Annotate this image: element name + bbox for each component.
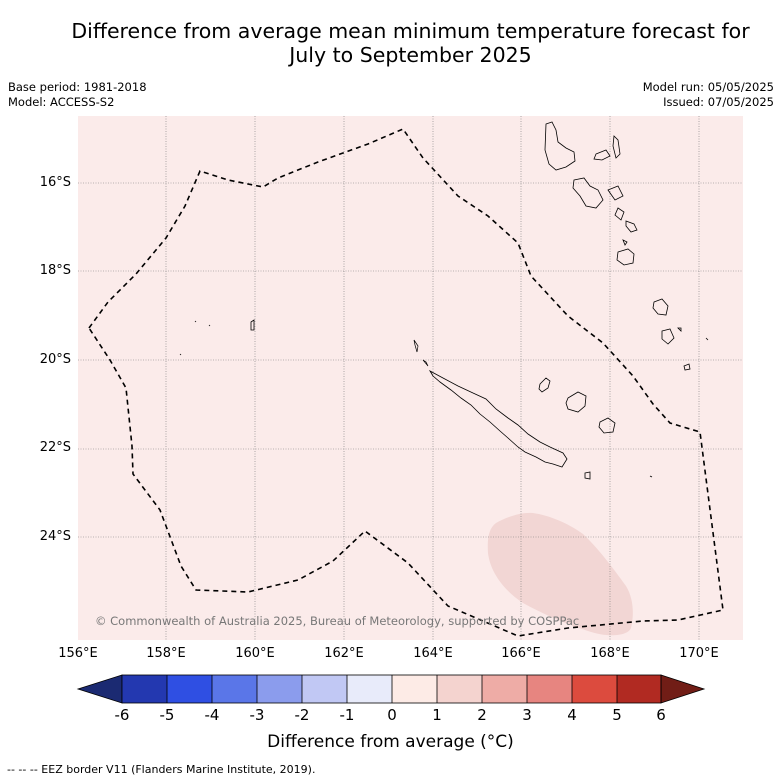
colorbar-tick: -6 <box>114 706 130 724</box>
colorbar-swatch <box>437 675 482 703</box>
lon-label: 170°E <box>679 646 719 661</box>
colorbar-swatch <box>527 675 572 703</box>
new-caledonia-island <box>428 369 568 468</box>
copyright-notice: © Commonwealth of Australia 2025, Bureau… <box>95 614 580 628</box>
reef-islet <box>194 320 197 323</box>
colorbar-swatch <box>660 674 706 704</box>
issued-date: Issued: 07/05/2025 <box>663 95 774 109</box>
colorbar-swatch <box>257 675 302 703</box>
colorbar-tick: 2 <box>477 706 487 724</box>
small-islet <box>683 363 691 371</box>
small-islet <box>422 359 429 367</box>
lon-label: 160°E <box>235 646 275 661</box>
colorbar-outline <box>121 674 662 704</box>
eez-border <box>88 128 724 637</box>
lat-label: 22°S <box>39 440 71 455</box>
model-run: Model run: 05/05/2025 <box>642 80 774 94</box>
espiritu-santo-island <box>544 121 576 171</box>
lat-label: 20°S <box>39 352 71 367</box>
reef-islet <box>649 475 653 478</box>
colorbar-tick: 4 <box>567 706 577 724</box>
colorbar-swatch <box>76 674 123 704</box>
mare-island <box>598 417 616 434</box>
colorbar-swatch <box>302 675 347 703</box>
colorbar-tick: -5 <box>159 706 175 724</box>
walpole-island <box>584 471 591 480</box>
lon-label: 164°E <box>413 646 453 661</box>
tanna-island <box>661 328 675 345</box>
colorbar-tick: 1 <box>432 706 442 724</box>
colorbar-swatch <box>572 675 617 703</box>
colorbar-swatch <box>212 675 257 703</box>
colorbar-swatch <box>167 675 212 703</box>
colorbar-tick: 3 <box>522 706 532 724</box>
lon-label: 166°E <box>501 646 541 661</box>
colorbar-dividers <box>166 675 618 703</box>
epi-island <box>614 207 625 221</box>
ouvea-island <box>538 377 551 393</box>
colorbar-tick: -1 <box>339 706 355 724</box>
pentecost-island <box>612 135 621 159</box>
map-canvas <box>78 116 743 640</box>
lat-label: 18°S <box>39 263 71 278</box>
maewo-island <box>593 149 611 161</box>
shepherd-islands <box>625 220 638 233</box>
colorbar-swatch <box>122 675 167 703</box>
lat-label: 24°S <box>39 529 71 544</box>
colorbar-label: Difference from average (°C) <box>267 732 514 752</box>
lon-label: 162°E <box>324 646 364 661</box>
colorbar-swatch <box>347 675 392 703</box>
lat-label: 16°S <box>39 175 71 190</box>
base-period: Base period: 1981-2018 <box>8 80 147 94</box>
lifou-island <box>565 391 587 413</box>
eez-footnote: -- -- -- EEZ border V11 (Flanders Marine… <box>7 763 316 776</box>
lon-label: 158°E <box>146 646 186 661</box>
reef-islet <box>208 324 211 327</box>
colorbar-tick: 6 <box>656 706 666 724</box>
small-islet <box>622 239 628 246</box>
colorbar-tick: -2 <box>294 706 310 724</box>
reef-islet <box>179 353 182 356</box>
colorbar-tick: 5 <box>612 706 622 724</box>
belep-islets <box>413 339 419 353</box>
efate-island <box>616 248 635 266</box>
malekula-island <box>572 177 604 209</box>
colorbar-tick: -3 <box>249 706 265 724</box>
meta-right: Model run: 05/05/2025 Issued: 07/05/2025 <box>643 80 774 110</box>
graticule <box>78 116 743 640</box>
meta-left: Base period: 1981-2018 Model: ACCESS-S2 <box>8 80 147 110</box>
anomaly-region <box>487 512 633 636</box>
lon-label: 168°E <box>590 646 630 661</box>
map-title: Difference from average mean minimum tem… <box>0 19 781 67</box>
colorbar-tick: 0 <box>387 706 397 724</box>
small-islet <box>677 327 682 332</box>
title-line-1: Difference from average mean minimum tem… <box>71 19 750 43</box>
lon-label: 156°E <box>58 646 98 661</box>
small-islet <box>705 337 709 341</box>
model-name: Model: ACCESS-S2 <box>8 95 115 109</box>
colorbar-swatch <box>617 675 661 703</box>
erromango-island <box>652 298 669 316</box>
colorbar-swatch <box>392 675 437 703</box>
colorbar-swatch <box>482 675 527 703</box>
title-line-2: July to September 2025 <box>289 43 532 67</box>
reef-islet <box>250 319 255 331</box>
ambrym-island <box>607 185 624 201</box>
map-panel <box>78 116 743 640</box>
colorbar-tick: -4 <box>204 706 220 724</box>
